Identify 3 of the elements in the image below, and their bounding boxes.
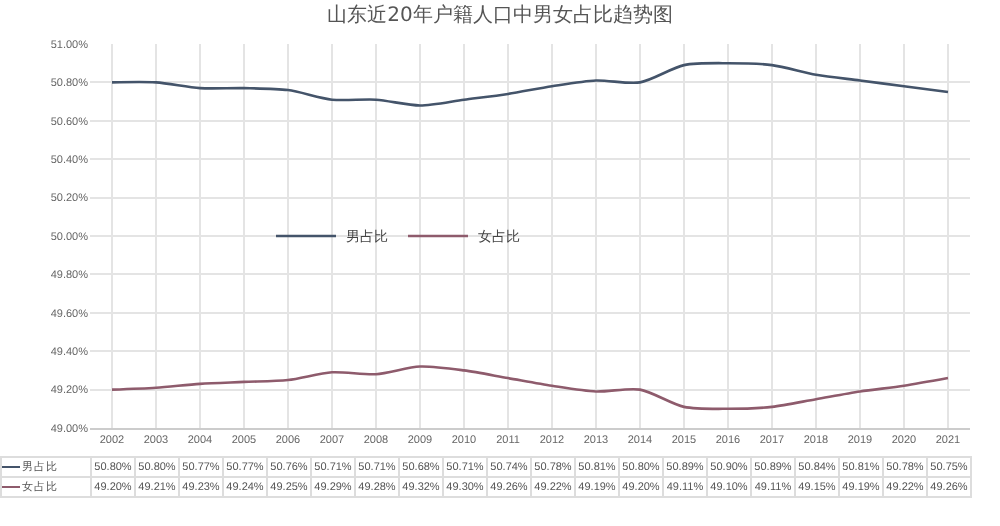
- chart-title: 山东近20年户籍人口中男女占比趋势图: [327, 2, 673, 27]
- line-series: [110, 61, 950, 107]
- line-series: [110, 365, 950, 411]
